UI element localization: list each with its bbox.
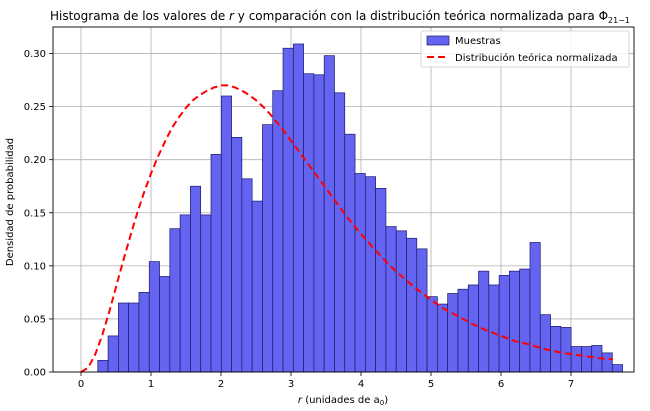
histogram-bar xyxy=(570,346,582,373)
histogram-bar xyxy=(354,173,366,373)
legend-label-muestras: Muestras xyxy=(455,36,501,47)
histogram-bar xyxy=(97,359,109,373)
histogram-bar xyxy=(241,178,253,373)
histogram-bar xyxy=(385,226,397,373)
histogram-bar xyxy=(581,346,593,373)
histogram-bar xyxy=(179,214,191,373)
theoretical-curve xyxy=(80,84,614,373)
histogram-bar xyxy=(262,124,274,373)
histogram-bar xyxy=(148,261,160,373)
y-tick-label: 0.20 xyxy=(24,155,46,166)
histogram-bar xyxy=(282,47,294,373)
histogram-bar xyxy=(601,352,613,373)
histogram-bar xyxy=(303,73,315,373)
histogram-bar xyxy=(437,303,449,373)
legend-label-curve: Distribución teórica normalizada xyxy=(455,52,618,64)
y-tick-label: 0.05 xyxy=(24,314,46,325)
y-axis-label: Densidad de probabilidad xyxy=(5,138,16,266)
histogram-bar xyxy=(457,288,469,373)
histogram-bar xyxy=(406,237,418,373)
y-tick-label: 0.15 xyxy=(24,208,46,219)
histogram-bar xyxy=(509,270,521,373)
histogram-bar xyxy=(550,326,562,373)
x-tick-label: 6 xyxy=(498,379,504,390)
histogram-bar xyxy=(272,90,284,373)
x-tick-label: 4 xyxy=(358,379,364,390)
histogram-bar xyxy=(220,95,232,373)
histogram-bar xyxy=(560,327,572,373)
y-tick-label: 0.10 xyxy=(24,261,46,272)
histogram-bar xyxy=(334,92,346,373)
histogram-bar xyxy=(467,284,479,373)
histogram-bar xyxy=(519,268,531,373)
histogram-bar xyxy=(478,270,490,373)
x-axis-label: r (unidades de a0) xyxy=(298,395,388,407)
chart-title: Histograma de los valores de r y compara… xyxy=(50,9,630,25)
histogram-bar xyxy=(375,188,387,373)
histogram-bar xyxy=(118,302,130,373)
histogram-bar xyxy=(395,230,407,373)
legend-box xyxy=(420,30,630,68)
histogram-bar xyxy=(323,55,335,373)
histogram-bar xyxy=(364,176,376,373)
y-tick-label: 0.25 xyxy=(24,102,46,113)
histogram-bar xyxy=(200,214,212,373)
histogram-bar xyxy=(159,276,171,373)
histogram-bar xyxy=(128,302,140,373)
x-tick-label: 1 xyxy=(148,379,154,390)
histogram-bar xyxy=(426,296,438,373)
y-tick-label: 0.00 xyxy=(24,368,46,379)
histogram-bar xyxy=(231,137,243,373)
x-tick-label: 0 xyxy=(78,379,84,390)
histogram-bar xyxy=(190,185,202,373)
histogram-bar xyxy=(138,292,150,373)
histogram-bar xyxy=(251,200,263,373)
histogram-bar xyxy=(107,335,119,373)
x-tick-label: 7 xyxy=(568,379,574,390)
histogram-bar xyxy=(210,154,222,373)
x-tick-label: 2 xyxy=(218,379,224,390)
legend-swatch-muestras xyxy=(426,35,450,46)
histogram-bar xyxy=(344,133,356,373)
histogram-bar xyxy=(611,364,623,373)
histogram-bar xyxy=(498,275,510,373)
histogram-bar xyxy=(447,293,459,373)
x-tick-label: 3 xyxy=(288,379,294,390)
histogram-bar xyxy=(416,248,428,373)
histogram-bar xyxy=(529,242,541,373)
histogram-bar xyxy=(292,43,304,373)
histogram-bar xyxy=(313,74,325,373)
plot-frame xyxy=(52,26,635,373)
x-tick-label: 5 xyxy=(428,379,434,390)
plot-area: 0 1 2 3 4 5 6 7 0.00 0.05 0.10 0.15 0.20 0.25 0.30 Mues… xyxy=(24,26,635,390)
histogram-bar xyxy=(488,284,500,373)
histogram-bar xyxy=(539,314,551,373)
y-tick-label: 0.30 xyxy=(24,49,46,60)
histogram-bar xyxy=(169,228,181,373)
